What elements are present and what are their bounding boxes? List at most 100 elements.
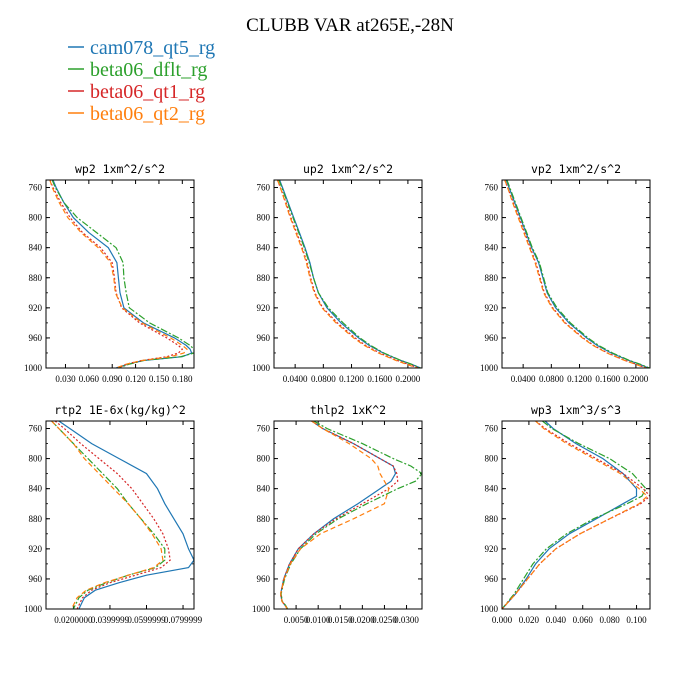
panel-title: thlp2 1xK^2 xyxy=(310,403,386,417)
y-tick-label: 760 xyxy=(29,424,43,434)
y-tick-label: 760 xyxy=(29,183,43,193)
x-tick-label: 0.020 xyxy=(519,615,540,625)
y-tick-label: 800 xyxy=(29,213,43,223)
y-tick-label: 880 xyxy=(485,273,499,283)
x-tick-label: 0.1600 xyxy=(595,374,620,384)
panel-title: wp3 1xm^3/s^3 xyxy=(531,403,621,417)
x-tick-label: 0.060 xyxy=(79,374,100,384)
panel-title: wp2 1xm^2/s^2 xyxy=(75,162,165,176)
series-line-beta06_qt1_rg xyxy=(49,180,184,368)
x-tick-label: 0.0250 xyxy=(372,615,397,625)
y-tick-label: 760 xyxy=(257,424,271,434)
x-tick-label: 0.1600 xyxy=(367,374,392,384)
y-tick-label: 920 xyxy=(257,544,271,554)
y-tick-label: 840 xyxy=(29,243,43,253)
x-tick-label: 0.0200000 xyxy=(54,615,93,625)
panel: thlp2 1xK^276080084088092096010000.00500… xyxy=(252,403,423,625)
y-tick-label: 880 xyxy=(485,514,499,524)
series-line-beta06_dflt_rg xyxy=(51,180,194,368)
y-tick-label: 800 xyxy=(257,454,271,464)
x-tick-label: 0.0800 xyxy=(311,374,336,384)
y-tick-label: 1000 xyxy=(480,604,499,614)
panel: wp2 1xm^2/s^2 760 800 840 880 920 960 1000 0.030… xyxy=(24,162,195,384)
x-tick-label: 0.0100 xyxy=(306,615,331,625)
panel-title: vp2 1xm^2/s^2 xyxy=(531,162,621,176)
plot-frame xyxy=(273,179,423,369)
x-tick-label: 0.0800 xyxy=(539,374,564,384)
x-tick-label: 0.0400 xyxy=(283,374,308,384)
y-tick-label: 1000 xyxy=(252,363,271,373)
plot-frame xyxy=(45,420,195,610)
legend-label: beta06_dflt_rg xyxy=(90,59,207,81)
series-line-beta06_qt2_rg xyxy=(504,180,647,368)
y-tick-label: 800 xyxy=(257,213,271,223)
x-tick-label: 0.1200 xyxy=(567,374,592,384)
y-tick-label: 1000 xyxy=(24,604,43,614)
y-tick-label: 760 xyxy=(485,424,499,434)
y-tick-label: 800 xyxy=(485,213,499,223)
x-tick-label: 0.060 xyxy=(573,615,594,625)
legend-label: cam078_qt5_rg xyxy=(90,37,215,59)
plot-frame xyxy=(501,420,651,610)
legend-label: beta06_qt2_rg xyxy=(90,103,205,125)
y-tick-label: 1000 xyxy=(480,363,499,373)
y-tick-label: 960 xyxy=(257,574,271,584)
panels: wp2 1xm^2/s^2 760 800 840 880 920 960 1000 0.030… xyxy=(24,162,651,625)
y-tick-label: 800 xyxy=(29,454,43,464)
y-tick-label: 920 xyxy=(29,544,43,554)
y-tick-label: 920 xyxy=(485,544,499,554)
panel-title: rtp2 1E-6x(kg/kg)^2 xyxy=(54,403,186,417)
y-tick-label: 800 xyxy=(485,454,499,464)
y-tick-label: 840 xyxy=(485,484,499,494)
y-tick-label: 880 xyxy=(257,514,271,524)
y-tick-label: 880 xyxy=(29,514,43,524)
x-tick-label: 0.0300 xyxy=(394,615,419,625)
panel-title: up2 1xm^2/s^2 xyxy=(303,162,393,176)
series-line-beta06_qt2_rg xyxy=(279,421,390,609)
y-tick-label: 760 xyxy=(257,183,271,193)
y-tick-label: 840 xyxy=(257,484,271,494)
x-tick-label: 0.0599999 xyxy=(127,615,166,625)
y-tick-label: 920 xyxy=(485,303,499,313)
legend-item: beta06_qt2_rg xyxy=(68,103,205,125)
y-tick-label: 840 xyxy=(485,243,499,253)
series-line-beta06_qt1_rg xyxy=(276,180,419,368)
series-line-cam078_qt5_rg xyxy=(58,421,194,609)
x-tick-label: 0.1200 xyxy=(339,374,364,384)
series-line-cam078_qt5_rg xyxy=(279,180,421,368)
x-tick-label: 0.0200 xyxy=(350,615,375,625)
series-line-cam078_qt5_rg xyxy=(279,421,397,609)
panel: wp3 1xm^3/s^3 760 800 840 880 920 960 10000.000… xyxy=(480,403,651,625)
x-tick-label: 0.120 xyxy=(125,374,146,384)
y-tick-label: 960 xyxy=(29,333,43,343)
legend-item: beta06_qt1_rg xyxy=(68,81,205,103)
x-tick-label: 0.0400 xyxy=(511,374,536,384)
legend-item: beta06_dflt_rg xyxy=(68,59,207,81)
x-tick-label: 0.2000 xyxy=(624,374,649,384)
series-line-beta06_dflt_rg xyxy=(51,421,166,609)
y-tick-label: 960 xyxy=(257,333,271,343)
y-tick-label: 760 xyxy=(485,183,499,193)
series-line-cam078_qt5_rg xyxy=(52,180,193,368)
legend-label: beta06_qt1_rg xyxy=(90,81,205,103)
y-tick-label: 880 xyxy=(257,273,271,283)
x-tick-label: 0.0150 xyxy=(328,615,353,625)
series-line-beta06_dflt_rg xyxy=(278,180,421,368)
y-tick-label: 920 xyxy=(257,303,271,313)
y-tick-label: 960 xyxy=(29,574,43,584)
series-line-cam078_qt5_rg xyxy=(502,421,638,609)
x-tick-label: 0.180 xyxy=(172,374,193,384)
y-tick-label: 880 xyxy=(29,273,43,283)
plot-frame xyxy=(501,179,651,369)
x-tick-label: 0.000 xyxy=(492,615,513,625)
x-tick-label: 0.080 xyxy=(600,615,621,625)
panel: up2 1xm^2/s^2 760 800 840 880 920 960 1000 0.040… xyxy=(252,162,423,384)
y-tick-label: 920 xyxy=(29,303,43,313)
x-tick-label: 0.030 xyxy=(55,374,76,384)
x-tick-label: 0.100 xyxy=(626,615,647,625)
y-tick-label: 840 xyxy=(29,484,43,494)
x-tick-label: 0.0050 xyxy=(284,615,309,625)
series-line-beta06_qt1_rg xyxy=(504,180,647,368)
series-line-beta06_dflt_rg xyxy=(502,421,647,609)
series-line-beta06_qt1_rg xyxy=(54,421,171,609)
